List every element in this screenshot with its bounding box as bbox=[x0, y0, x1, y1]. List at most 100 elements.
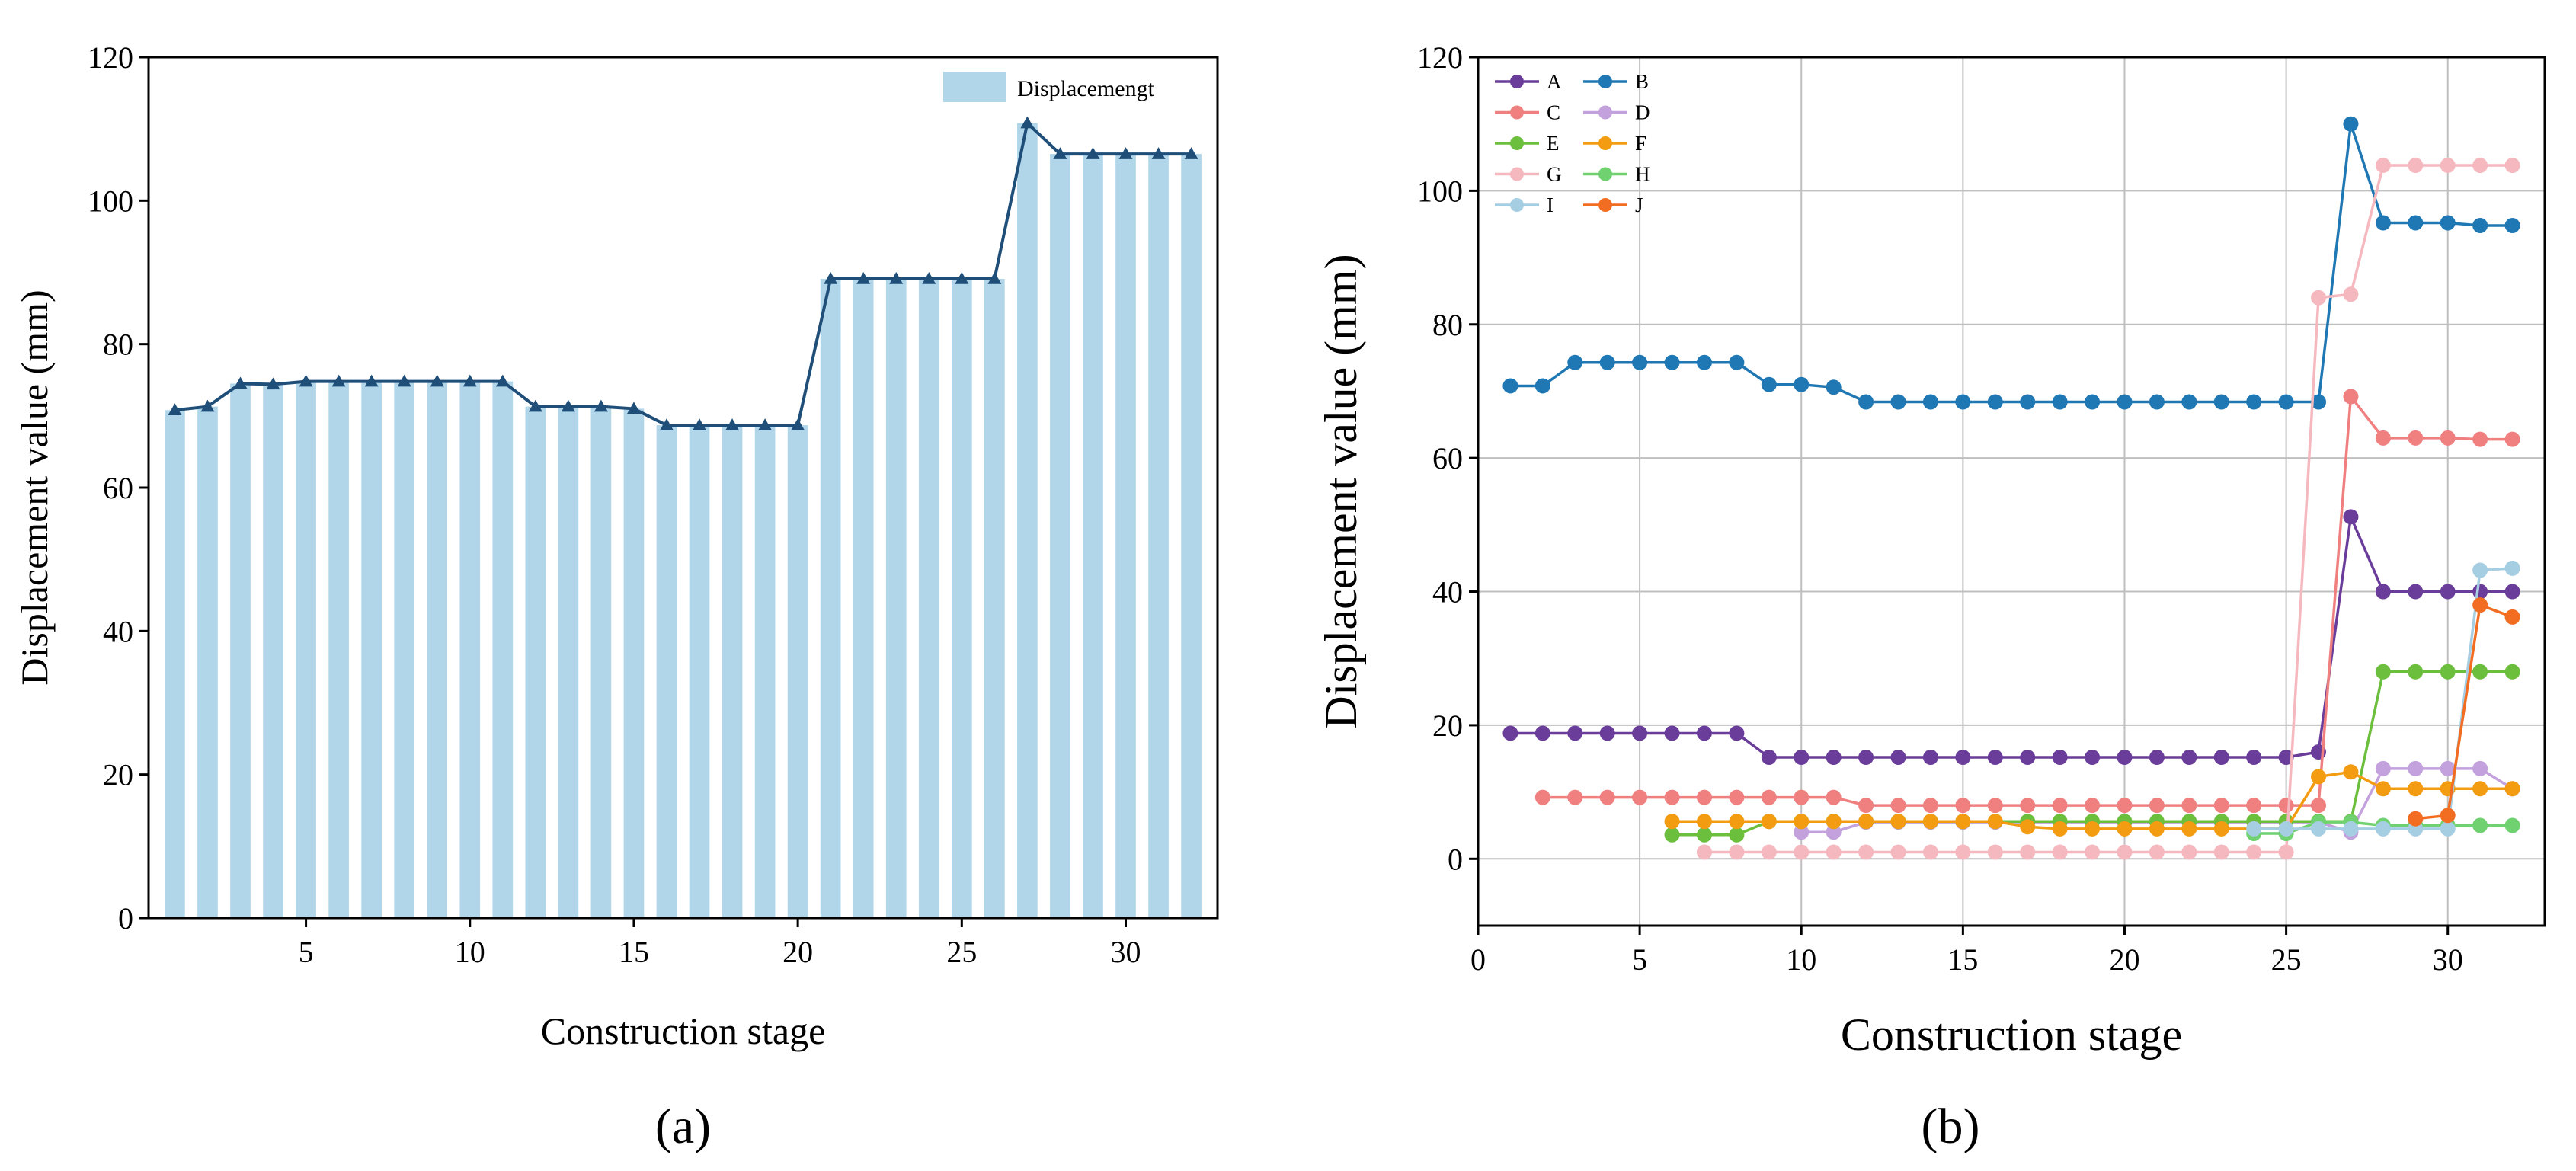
b-point-H bbox=[2504, 817, 2520, 833]
b-point-I bbox=[2278, 821, 2294, 837]
b-y-axis: 0 20 40 60 80 100 120 bbox=[1417, 40, 1478, 876]
a-bar bbox=[656, 425, 677, 918]
a-x-tick-label: 30 bbox=[1110, 935, 1141, 969]
b-point-C bbox=[2440, 430, 2456, 446]
b-point-F bbox=[1794, 814, 1810, 830]
b-point-A bbox=[2117, 750, 2133, 766]
b-point-C bbox=[2181, 798, 2197, 814]
b-point-G bbox=[2149, 844, 2165, 860]
a-legend: Displacemengt bbox=[943, 72, 1155, 102]
b-point-G bbox=[2020, 844, 2036, 860]
b-point-A bbox=[2375, 584, 2391, 600]
b-legend-entry-I: I bbox=[1495, 194, 1554, 216]
b-series-line-A bbox=[1510, 511, 2513, 759]
a-triangle-marker bbox=[299, 374, 313, 387]
b-point-B bbox=[2311, 394, 2327, 410]
b-point-B bbox=[2472, 217, 2488, 233]
a-line-group bbox=[168, 116, 1198, 430]
a-triangle-marker bbox=[791, 418, 805, 430]
a-triangle-marker bbox=[1053, 147, 1067, 159]
b-point-F bbox=[2052, 821, 2068, 837]
a-triangle-marker bbox=[626, 402, 641, 414]
b-point-C bbox=[2408, 430, 2424, 446]
b-point-G bbox=[2085, 844, 2101, 860]
b-point-A bbox=[2440, 584, 2456, 600]
b-point-C bbox=[2149, 798, 2165, 814]
b-point-C bbox=[1987, 798, 2003, 814]
b-legend-marker bbox=[1598, 105, 1612, 120]
b-legend-marker bbox=[1510, 136, 1524, 150]
b-point-A bbox=[1761, 750, 1777, 766]
b-legend: A B C D E F G H I J bbox=[1495, 70, 1650, 216]
b-legend-label: C bbox=[1547, 101, 1560, 124]
b-point-G bbox=[2052, 844, 2068, 860]
a-y-tick-label: 120 bbox=[88, 40, 133, 75]
b-point-B bbox=[1502, 378, 1518, 394]
a-triangle-marker bbox=[561, 399, 575, 412]
a-triangle-marker bbox=[955, 271, 969, 284]
b-point-A bbox=[2408, 584, 2424, 600]
b-point-B bbox=[2117, 394, 2133, 410]
b-point-G bbox=[1729, 844, 1745, 860]
b-point-I bbox=[2375, 821, 2391, 837]
a-bar bbox=[1181, 154, 1202, 918]
b-legend-entry-F: F bbox=[1583, 132, 1646, 155]
a-bar bbox=[1050, 154, 1070, 918]
b-point-B bbox=[1761, 376, 1777, 392]
b-point-I bbox=[2246, 821, 2262, 837]
b-point-C bbox=[2085, 798, 2101, 814]
a-triangle-marker bbox=[364, 374, 379, 387]
b-point-C bbox=[1761, 789, 1777, 805]
a-triangle-marker bbox=[856, 271, 871, 284]
b-point-G bbox=[2375, 158, 2391, 174]
b-y-tick-label: 0 bbox=[1448, 842, 1463, 876]
b-point-D bbox=[1794, 824, 1810, 840]
a-triangle-marker bbox=[1020, 116, 1035, 129]
a-x-tick-label: 5 bbox=[299, 935, 314, 969]
b-point-E bbox=[1696, 827, 1712, 843]
b-legend-marker bbox=[1598, 136, 1612, 150]
b-y-tick-label: 100 bbox=[1417, 174, 1463, 208]
b-plot-frame bbox=[1477, 56, 2546, 927]
a-bar bbox=[689, 425, 710, 918]
b-legend-label: I bbox=[1547, 194, 1554, 216]
a-bar bbox=[361, 381, 382, 919]
b-point-F bbox=[2311, 769, 2327, 785]
a-triangle-marker bbox=[922, 271, 936, 284]
b-legend-label: D bbox=[1635, 101, 1650, 124]
a-bar bbox=[394, 381, 415, 919]
a-x-axis-title: Construction stage bbox=[541, 1009, 826, 1052]
b-point-G bbox=[1922, 844, 1938, 860]
b-legend-entry-H: H bbox=[1583, 163, 1650, 186]
b-point-G bbox=[1890, 844, 1906, 860]
b-point-B bbox=[1922, 394, 1938, 410]
b-legend-label: G bbox=[1547, 163, 1562, 186]
b-series-I bbox=[2246, 560, 2520, 837]
b-point-G bbox=[2246, 844, 2262, 860]
b-legend-label: B bbox=[1635, 70, 1649, 93]
b-series-group bbox=[1502, 116, 2520, 860]
b-point-J bbox=[2408, 811, 2424, 827]
b-point-I bbox=[2311, 821, 2327, 837]
b-point-G bbox=[1955, 844, 1971, 860]
a-y-tick-label: 40 bbox=[103, 614, 133, 648]
a-bar bbox=[885, 278, 907, 919]
a-bar bbox=[754, 425, 776, 918]
b-legend-entry-G: G bbox=[1495, 163, 1562, 186]
b-point-E bbox=[2472, 664, 2488, 680]
b-point-G bbox=[1794, 844, 1810, 860]
b-point-C bbox=[1534, 789, 1550, 805]
b-point-I bbox=[2472, 562, 2488, 578]
a-y-axis-title: Displacement value (mm) bbox=[13, 290, 56, 685]
a-bar bbox=[951, 278, 972, 919]
b-point-A bbox=[2020, 750, 2036, 766]
a-x-tick-label: 20 bbox=[782, 935, 813, 969]
b-point-C bbox=[1599, 789, 1615, 805]
b-point-E bbox=[1729, 827, 1745, 843]
b-point-G bbox=[2504, 158, 2520, 174]
b-point-B bbox=[2085, 394, 2101, 410]
a-bars-group bbox=[165, 123, 1202, 919]
a-bar bbox=[427, 381, 448, 919]
b-point-A bbox=[1599, 725, 1615, 741]
b-point-G bbox=[2213, 844, 2229, 860]
